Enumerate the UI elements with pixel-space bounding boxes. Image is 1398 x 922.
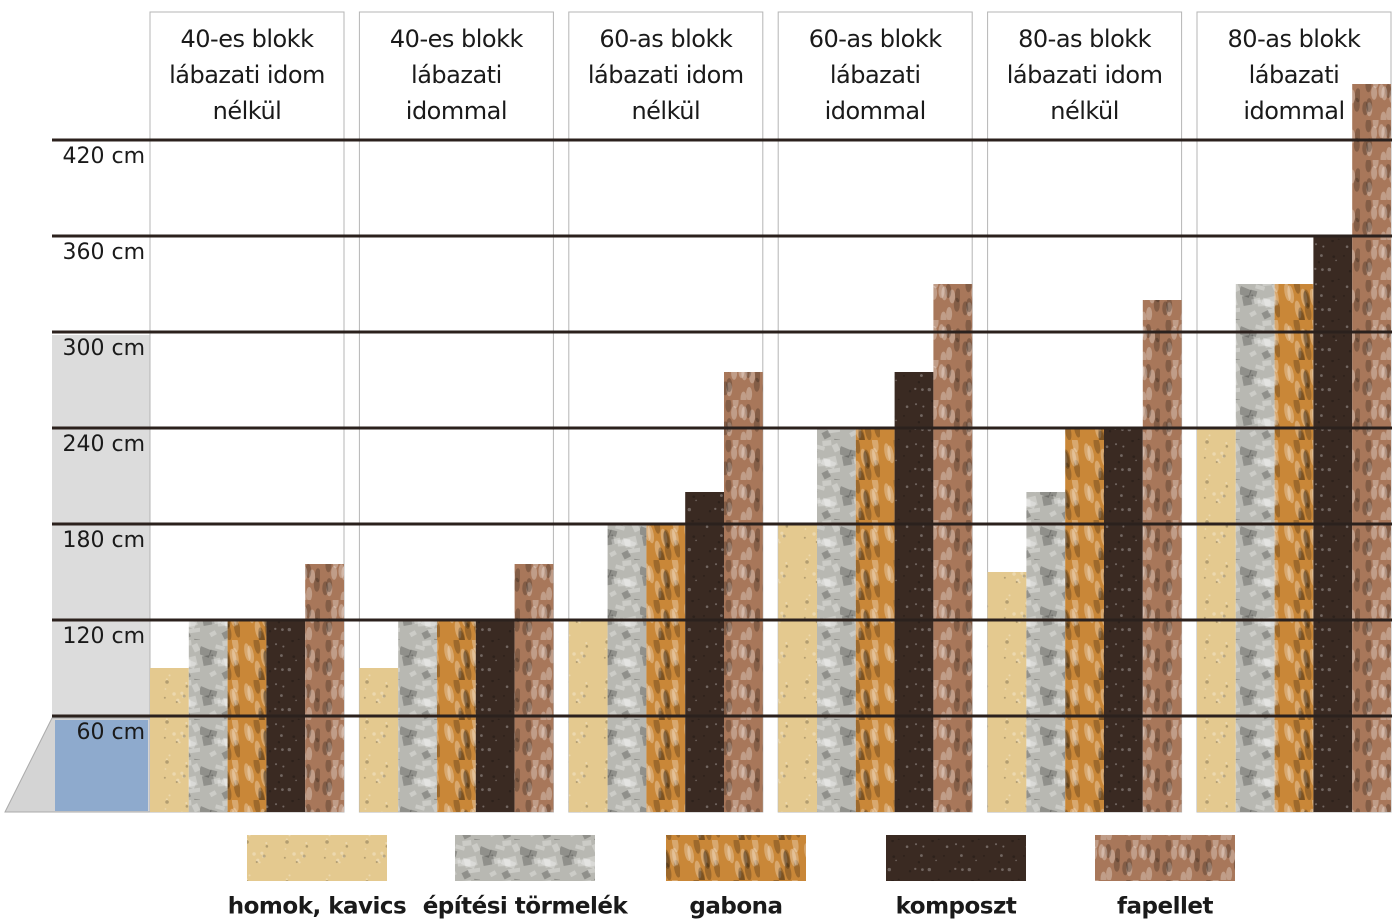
- group-label: lábazati idom: [588, 61, 744, 89]
- legend-swatch: [455, 835, 595, 881]
- y-tick-label: 180 cm: [62, 528, 145, 553]
- legend-swatch: [886, 835, 1026, 881]
- bar: [1352, 84, 1391, 812]
- y-tick-label: 240 cm: [62, 432, 145, 457]
- legend-label: fapellet: [1117, 894, 1213, 920]
- group-label: 60-as blokk: [599, 25, 733, 53]
- legend-swatch: [666, 835, 806, 881]
- legend-label: építési törmelék: [423, 894, 629, 920]
- bar: [894, 372, 934, 812]
- group-label: lábazati: [411, 61, 502, 89]
- legend-label: gabona: [689, 894, 782, 920]
- bar: [359, 668, 399, 812]
- y-tick-label: 420 cm: [62, 144, 145, 169]
- bar: [933, 284, 973, 812]
- bar: [514, 564, 554, 812]
- bar: [1235, 284, 1275, 812]
- group-label: nélkül: [631, 97, 700, 125]
- group-label: nélkül: [1050, 97, 1119, 125]
- group-label: 40-es blokk: [390, 25, 524, 53]
- group-label: 80-as blokk: [1018, 25, 1152, 53]
- group-label: 80-as blokk: [1228, 25, 1362, 53]
- group-label: lábazati idom: [169, 61, 325, 89]
- legend-swatch: [247, 835, 387, 881]
- bar: [685, 492, 724, 812]
- y-tick-label: 300 cm: [62, 336, 145, 361]
- group-label: idommal: [406, 97, 507, 125]
- group-label: idommal: [825, 97, 926, 125]
- y-tick-label: 120 cm: [62, 624, 145, 649]
- group-label: idommal: [1243, 97, 1344, 125]
- bar: [305, 564, 344, 812]
- group-label: 40-es blokk: [181, 25, 315, 53]
- bar: [646, 524, 686, 812]
- bar: [1274, 284, 1314, 812]
- legend-label: komposzt: [896, 894, 1017, 920]
- bar: [1026, 492, 1066, 812]
- bar: [724, 372, 763, 812]
- legend-swatch: [1095, 835, 1235, 881]
- footing-block: [55, 720, 148, 811]
- y-tick-label: 360 cm: [62, 240, 145, 265]
- bar: [150, 668, 189, 812]
- group-label: lábazati: [1249, 61, 1340, 89]
- bar: [778, 524, 817, 812]
- bar: [987, 572, 1027, 812]
- group-label: lábazati: [830, 61, 921, 89]
- bar: [1142, 300, 1182, 812]
- y-tick-label: 60 cm: [76, 720, 145, 745]
- group-label: lábazati idom: [1007, 61, 1163, 89]
- legend-label: homok, kavics: [228, 894, 407, 920]
- bar: [607, 524, 647, 812]
- group-label: nélkül: [213, 97, 282, 125]
- group-label: 60-as blokk: [809, 25, 943, 53]
